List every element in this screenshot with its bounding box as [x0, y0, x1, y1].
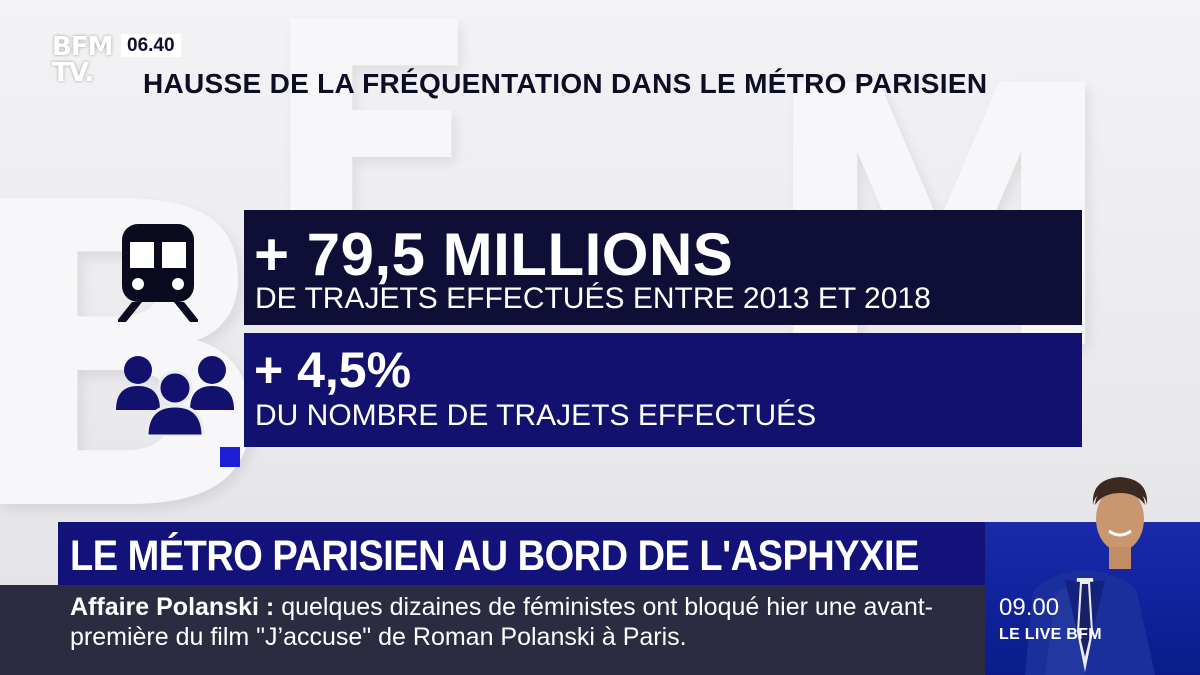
stat-value: + 4,5%: [254, 342, 412, 398]
stat-value: + 79,5 MILLIONS: [254, 221, 734, 288]
ticker-label: Affaire Polanski :: [70, 593, 275, 621]
stat-caption: DU NOMBRE DE TRAJETS EFFECTUÉS: [255, 399, 817, 432]
accent-square: [220, 447, 240, 467]
clock: 06.40: [121, 34, 181, 57]
next-show-panel: 09.00 LE LIVE BFM: [985, 522, 1200, 675]
logo-text-top: BFM: [52, 32, 113, 62]
presenter-head: [1092, 477, 1148, 569]
ticker-text: Affaire Polanski : quelques dizaines de …: [70, 592, 970, 652]
people-icon: [116, 356, 234, 436]
news-ticker: Affaire Polanski : quelques dizaines de …: [0, 585, 985, 675]
next-show-time: 09.00: [999, 594, 1060, 621]
stat-box-trips: + 79,5 MILLIONS DE TRAJETS EFFECTUÉS ENT…: [244, 210, 1082, 325]
lower-third-title: LE MÉTRO PARISIEN AU BORD DE L'ASPHYXIE: [70, 533, 919, 581]
train-icon: [118, 224, 198, 322]
logo-text-bottom: TV.: [52, 58, 94, 88]
channel-logo: BFM TV.: [52, 34, 116, 90]
stat-caption: DE TRAJETS EFFECTUÉS ENTRE 2013 ET 2018: [255, 282, 931, 315]
next-show-label: LE LIVE BFM: [999, 626, 1102, 643]
presenter-photo: [1025, 570, 1155, 675]
ticker-message: quelques dizaines de féministes ont bloq…: [70, 593, 934, 651]
graphic-title: HAUSSE DE LA FRÉQUENTATION DANS LE MÉTRO…: [143, 68, 988, 99]
stat-box-percent: + 4,5% DU NOMBRE DE TRAJETS EFFECTUÉS: [244, 333, 1082, 447]
lower-third-band: LE MÉTRO PARISIEN AU BORD DE L'ASPHYXIE: [58, 522, 985, 585]
